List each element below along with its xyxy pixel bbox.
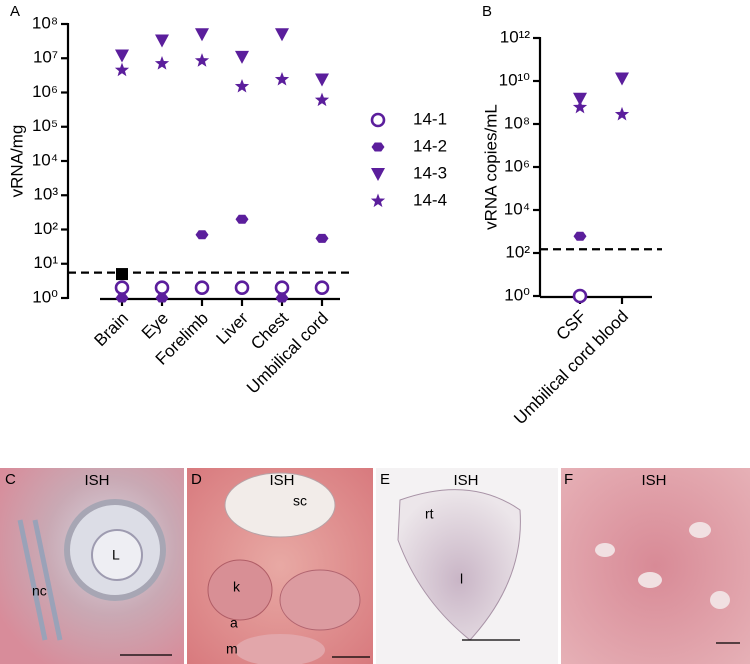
panel-title: ISH (269, 472, 294, 489)
point (155, 34, 169, 48)
y-tick-label: 10⁰ (504, 285, 530, 304)
point (194, 280, 210, 295)
y-tick-label: 10⁸ (32, 13, 58, 32)
point (114, 62, 130, 77)
legend-label: 14-4 (413, 190, 447, 209)
point (275, 293, 289, 303)
x-tick-label: Brain (91, 309, 132, 350)
point (315, 233, 329, 243)
point (315, 73, 329, 87)
legend-label: 14-2 (413, 136, 447, 155)
tubule (595, 543, 615, 557)
point (235, 214, 249, 224)
legend-marker (370, 193, 386, 208)
point (235, 50, 249, 64)
image-label: sc (293, 493, 307, 509)
point (194, 53, 210, 67)
y-tick-label: 10⁰ (32, 287, 58, 306)
legend-marker (371, 168, 385, 181)
image-label: rt (425, 506, 434, 522)
point (572, 99, 588, 114)
y-tick-label: 10¹² (500, 27, 531, 46)
y-axis-title: vRNA copies/mL (481, 104, 500, 230)
heart (397, 489, 521, 641)
point (615, 72, 629, 86)
y-tick-label: 10² (505, 242, 530, 261)
panel-letter: D (191, 471, 202, 488)
y-tick-label: 10⁶ (32, 82, 58, 101)
image-label: k (233, 579, 241, 595)
point (234, 78, 250, 93)
x-tick-label: Liver (213, 308, 253, 348)
x-tick-label: Eye (138, 309, 172, 343)
panel-title: ISH (641, 472, 666, 489)
panel-letter: B (482, 3, 492, 20)
point (195, 28, 209, 42)
organ (279, 569, 361, 631)
y-tick-label: 10¹⁰ (499, 70, 531, 89)
y-tick-label: 10⁷ (33, 48, 58, 67)
kidney (207, 559, 273, 621)
y-tick-label: 10² (33, 219, 58, 238)
image-f (561, 468, 750, 664)
y-tick-label: 10⁴ (504, 199, 530, 218)
legend-label: 14-3 (413, 163, 447, 182)
point (116, 268, 128, 281)
image-label: m (226, 641, 238, 657)
point (275, 28, 289, 42)
panel-letter: E (380, 471, 390, 488)
image-label: l (460, 571, 463, 587)
spinal-cord (224, 472, 336, 538)
nasal-tissue (17, 519, 63, 641)
y-tick-label: 10⁵ (32, 116, 58, 135)
panel-letter: F (564, 471, 573, 488)
lens (91, 529, 143, 581)
tubule (710, 591, 730, 609)
y-tick-label: 10⁸ (504, 113, 530, 132)
point (115, 49, 129, 63)
image-label: a (230, 615, 238, 631)
tissue (235, 634, 325, 664)
point (154, 280, 170, 295)
legend-marker (370, 112, 386, 128)
point (572, 288, 588, 304)
panel-letter: C (5, 471, 16, 488)
y-tick-label: 10⁶ (504, 156, 530, 175)
point (573, 231, 587, 241)
point (114, 280, 130, 295)
point (154, 56, 170, 70)
tubule (638, 572, 662, 588)
point (573, 92, 587, 106)
point (115, 293, 129, 303)
image-label: L (112, 547, 120, 563)
y-tick-label: 10⁴ (32, 150, 58, 169)
panel-letter: A (10, 3, 20, 20)
panel-title: ISH (453, 472, 478, 489)
point (155, 293, 169, 303)
panel-title: ISH (84, 472, 109, 489)
image-label: nc (32, 583, 47, 599)
point (314, 92, 330, 107)
point (274, 71, 290, 86)
y-axis-title: vRNA/mg (7, 125, 26, 198)
point (234, 280, 250, 295)
point (274, 280, 290, 295)
legend-marker (371, 142, 385, 152)
point (614, 106, 630, 121)
legend-label: 14-1 (413, 109, 447, 128)
tubule (689, 522, 711, 538)
y-tick-label: 10¹ (33, 253, 58, 272)
x-tick-label: CSF (553, 307, 590, 344)
point (195, 230, 209, 240)
micrographs: C ISH nc L D ISH sc k a m E ISH rt l F I… (0, 468, 750, 664)
point (314, 280, 330, 295)
y-tick-label: 10³ (33, 185, 58, 204)
